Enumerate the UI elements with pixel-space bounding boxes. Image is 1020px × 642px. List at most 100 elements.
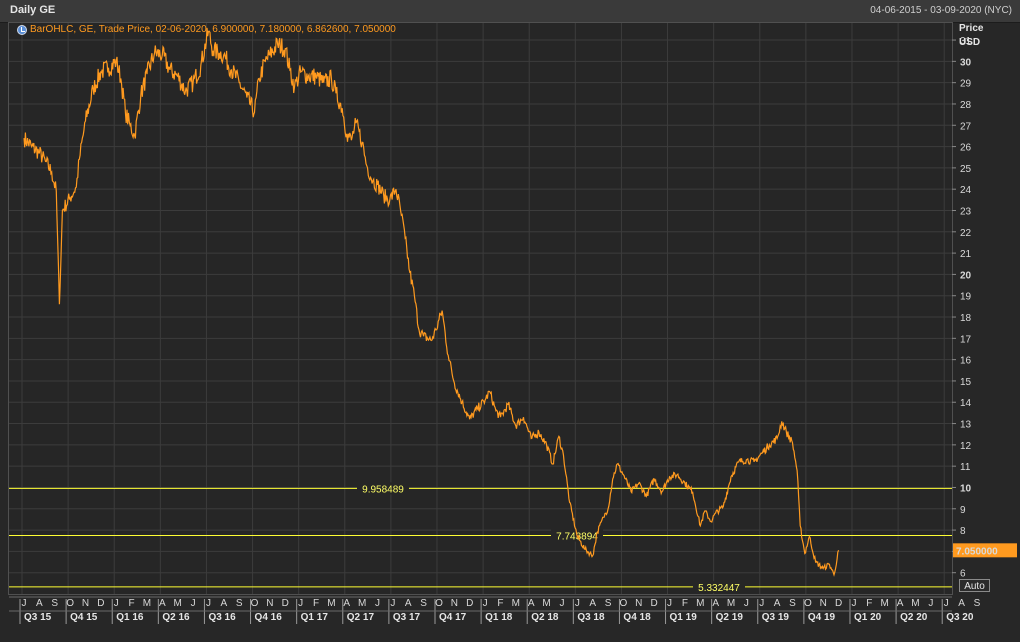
quarter-label: Q2 20 <box>900 612 928 623</box>
y-tick-label: 15 <box>960 377 972 388</box>
x-tick-label: M <box>327 598 335 609</box>
x-tick-label: J <box>298 598 303 609</box>
y-tick-label: 22 <box>960 228 972 239</box>
quarter-label: Q2 18 <box>531 612 559 623</box>
y-tick-label: 23 <box>960 206 972 217</box>
y-tick-label: 16 <box>960 356 972 367</box>
x-tick-label: M <box>881 598 889 609</box>
auto-scale-button[interactable]: Auto <box>959 579 990 592</box>
y-axis-title-unit: USD <box>959 37 981 48</box>
last-price-label: 7.050000 <box>956 546 998 557</box>
x-tick-label: J <box>944 598 949 609</box>
y-axis-title: Price USD <box>959 22 983 50</box>
x-tick-label: A <box>712 598 719 609</box>
y-tick-label: 12 <box>960 441 972 452</box>
reference-label-bg <box>693 580 745 593</box>
quarter-label: Q4 18 <box>623 612 651 623</box>
x-tick-label: J <box>744 598 749 609</box>
x-tick-label: A <box>589 598 596 609</box>
x-tick-label: O <box>251 598 259 609</box>
quarter-label: Q3 20 <box>946 612 974 623</box>
last-price-badge <box>953 543 1017 558</box>
y-tick-label: 9 <box>960 505 966 516</box>
quarter-label: Q2 16 <box>162 612 190 623</box>
x-tick-label: J <box>483 598 488 609</box>
x-tick-label: A <box>159 598 166 609</box>
x-tick-label: M <box>542 598 550 609</box>
x-tick-label: M <box>358 598 366 609</box>
x-tick-label: J <box>759 598 764 609</box>
x-tick-label: A <box>405 598 412 609</box>
x-tick-label: S <box>420 598 427 609</box>
clock-icon[interactable] <box>17 24 27 35</box>
x-tick-label: M <box>512 598 520 609</box>
y-tick-label: 28 <box>960 100 972 111</box>
y-tick-label: 17 <box>960 334 972 345</box>
x-tick-label: F <box>129 598 135 609</box>
x-tick-label: J <box>390 598 395 609</box>
x-tick-label: F <box>682 598 688 609</box>
y-tick-label: 8 <box>960 526 966 537</box>
x-tick-label: A <box>528 598 535 609</box>
x-tick-label: N <box>451 598 458 609</box>
x-tick-label: D <box>835 598 842 609</box>
quarter-label: Q1 19 <box>670 612 698 623</box>
y-tick-label: 31 <box>960 36 972 47</box>
y-tick-label: 27 <box>960 121 972 132</box>
x-tick-label: J <box>575 598 580 609</box>
x-tick-label: F <box>866 598 872 609</box>
plot-area[interactable] <box>8 22 953 595</box>
x-tick-label: A <box>343 598 350 609</box>
x-tick-label: N <box>266 598 273 609</box>
quarter-label: Q1 17 <box>301 612 329 623</box>
x-tick-label: A <box>774 598 781 609</box>
y-tick-label: 21 <box>960 249 972 260</box>
quarter-label: Q3 19 <box>762 612 790 623</box>
x-tick-label: S <box>974 598 981 609</box>
reference-label-bg <box>357 482 409 495</box>
y-tick-label: 20 <box>960 270 972 281</box>
legend-text: BarOHLC, GE, Trade Price, 02-06-2020, 6.… <box>30 24 396 35</box>
y-tick-label: 29 <box>960 79 972 90</box>
x-tick-label: J <box>928 598 933 609</box>
quarter-label: Q1 18 <box>485 612 513 623</box>
x-tick-label: F <box>497 598 503 609</box>
price-line[interactable] <box>23 27 840 577</box>
x-tick-label: J <box>22 598 27 609</box>
x-tick-label: A <box>897 598 904 609</box>
reference-label: 5.332447 <box>698 583 740 594</box>
y-tick-label: 26 <box>960 143 972 154</box>
x-tick-label: O <box>620 598 628 609</box>
x-tick-label: A <box>958 598 965 609</box>
quarter-label: Q3 16 <box>208 612 236 623</box>
quarter-label: Q1 20 <box>854 612 882 623</box>
quarter-label: Q2 19 <box>716 612 744 623</box>
quarter-label: Q4 15 <box>70 612 98 623</box>
x-tick-label: O <box>435 598 443 609</box>
x-tick-label: M <box>696 598 704 609</box>
x-tick-label: O <box>804 598 812 609</box>
quarter-label: Q2 17 <box>347 612 375 623</box>
x-tick-label: D <box>282 598 289 609</box>
chart-title: Daily GE <box>10 4 56 16</box>
x-tick-label: N <box>635 598 642 609</box>
x-tick-label: D <box>97 598 104 609</box>
y-tick-label: 11 <box>960 462 971 473</box>
x-tick-label: S <box>51 598 58 609</box>
quarter-label: Q3 15 <box>24 612 52 623</box>
x-tick-label: O <box>66 598 74 609</box>
series-legend[interactable]: BarOHLC, GE, Trade Price, 02-06-2020, 6.… <box>17 24 396 35</box>
y-tick-label: 13 <box>960 420 972 431</box>
x-tick-label: M <box>143 598 151 609</box>
y-tick-label: 14 <box>960 398 972 409</box>
quarter-label: Q4 17 <box>439 612 467 623</box>
x-tick-label: J <box>114 598 119 609</box>
x-tick-label: J <box>206 598 211 609</box>
x-tick-label: D <box>651 598 658 609</box>
y-tick-label: 18 <box>960 313 972 324</box>
quarter-label: Q3 18 <box>577 612 605 623</box>
x-tick-label: N <box>82 598 89 609</box>
x-tick-label: D <box>466 598 473 609</box>
y-tick-label: 25 <box>960 164 972 175</box>
